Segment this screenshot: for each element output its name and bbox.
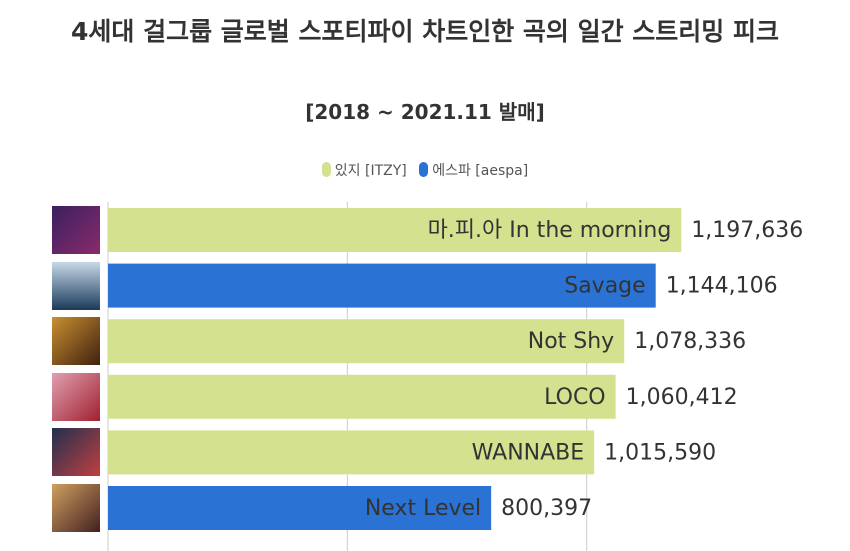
album-cover — [52, 484, 100, 532]
legend-item[interactable]: 에스파 [aespa] — [419, 160, 528, 180]
bar — [108, 486, 492, 530]
bar — [108, 374, 616, 419]
category-label: LOCO — [544, 385, 605, 410]
album-cover — [52, 317, 100, 365]
bar — [108, 319, 625, 364]
legend-item[interactable]: 있지 [ITZY] — [321, 160, 407, 180]
album-cover — [52, 373, 100, 421]
value-label: 1,060,412 — [626, 385, 738, 410]
album-cover — [52, 262, 100, 310]
chart-subtitle: [2018 ~ 2021.11 발매] — [305, 100, 545, 124]
category-label: Not Shy — [528, 329, 614, 354]
category-label: 마.피.아 In the morning — [428, 218, 672, 243]
category-label: Next Level — [365, 496, 481, 521]
category-label: WANNABE — [472, 440, 585, 465]
album-covers — [52, 206, 100, 532]
value-label: 1,078,336 — [634, 329, 746, 354]
album-cover — [52, 206, 100, 254]
legend: 있지 [ITZY] 에스파 [aespa] — [0, 160, 850, 180]
value-label: 800,397 — [501, 496, 592, 521]
value-label: 1,015,590 — [604, 440, 716, 465]
legend-swatch — [321, 162, 331, 177]
value-label: 1,144,106 — [666, 274, 778, 299]
album-cover — [52, 428, 100, 476]
legend-swatch — [419, 162, 429, 177]
chart-title: 4세대 걸그룹 글로벌 스포티파이 차트인한 곡의 일간 스트리밍 피크 — [70, 17, 780, 46]
category-label: Savage — [564, 274, 645, 299]
value-label: 1,197,636 — [691, 218, 803, 243]
bar — [108, 263, 656, 308]
legend-label: 있지 [ITZY] — [334, 163, 407, 179]
bar — [108, 208, 682, 252]
legend-label: 에스파 [aespa] — [432, 163, 529, 179]
bar — [108, 430, 595, 475]
